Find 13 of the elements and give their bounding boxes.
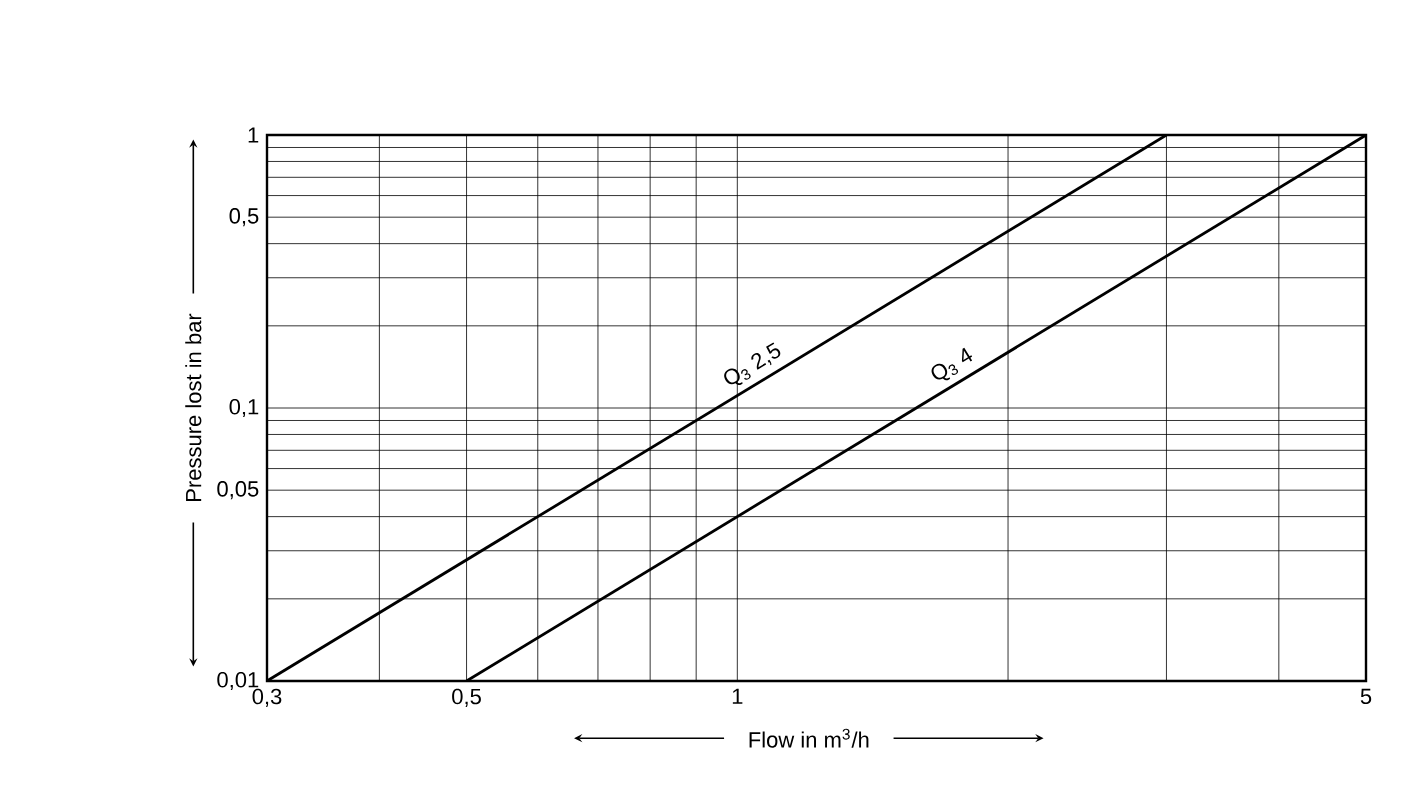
y-tick-label: 0,05 xyxy=(217,481,259,500)
x-tick-label: 5 xyxy=(1360,688,1372,705)
text: Q$_{3}$ 2,5 xyxy=(724,342,781,386)
text: Q$_{3}$ 4 xyxy=(931,347,973,381)
x-tick-label: 1 xyxy=(732,688,743,704)
x-tick-label: 0,3 xyxy=(252,688,282,707)
x-tick-label: 0,5 xyxy=(452,688,481,707)
y-tick-label: 0,01 xyxy=(217,671,259,691)
y-tick-label: 1 xyxy=(248,127,259,143)
y-axis-title: Pressure lost in bar xyxy=(185,313,202,501)
x-axis-title: Flow in m$^{3}$/h xyxy=(749,728,869,748)
y-tick-label: 0,5 xyxy=(229,208,259,227)
y-tick-label: 0,1 xyxy=(229,398,259,418)
